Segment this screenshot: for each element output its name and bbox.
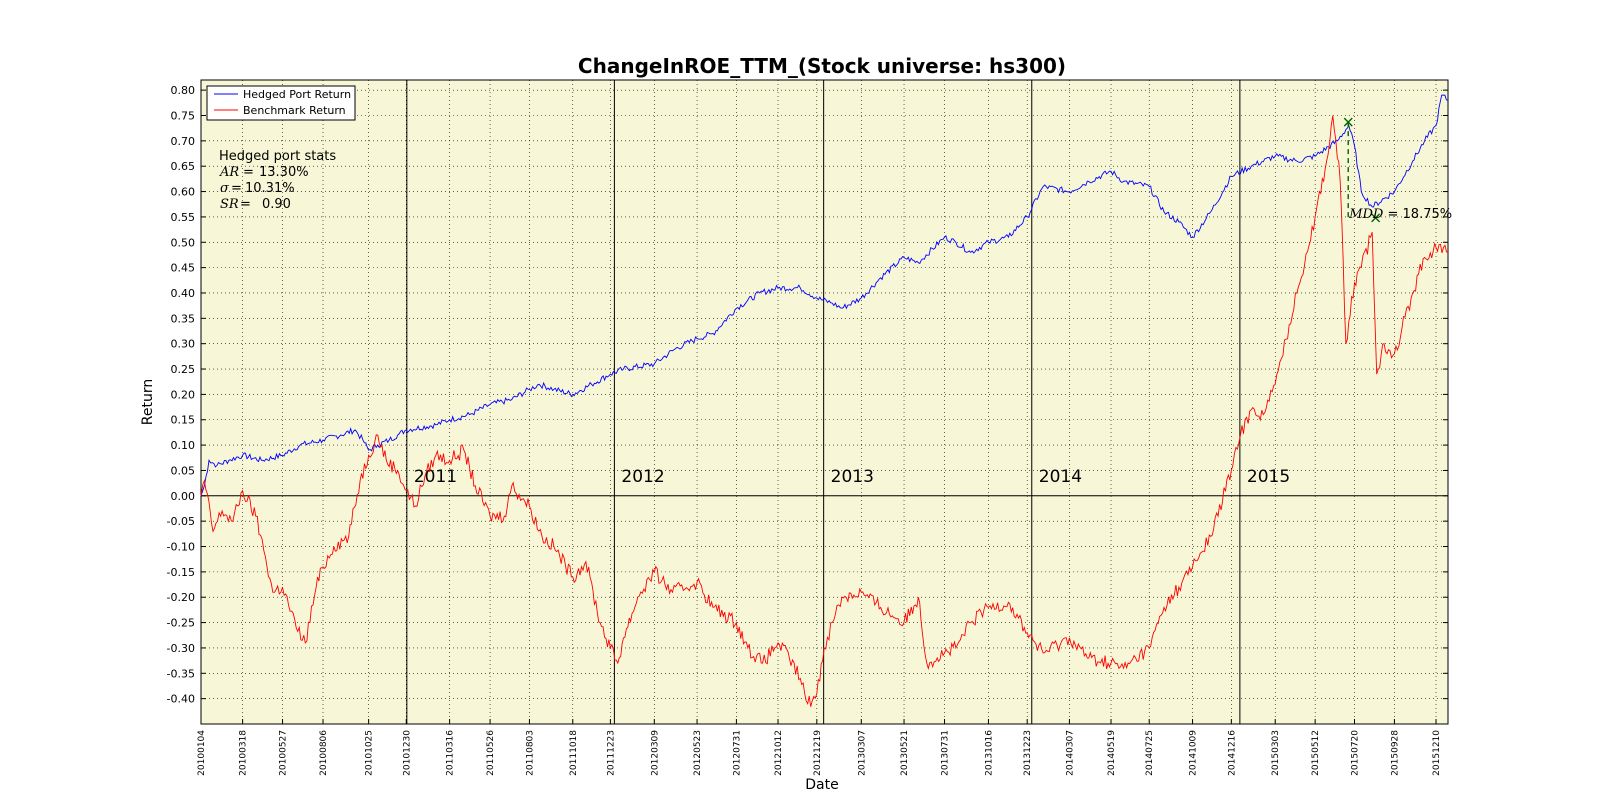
legend-label-hedged: Hedged Port Return <box>243 88 351 101</box>
stats-sigma-eq: = <box>231 181 242 196</box>
x-tick-label: 20100104 <box>197 730 207 776</box>
x-tick-label: 20100806 <box>319 730 329 776</box>
y-tick-label: 0.50 <box>171 236 196 249</box>
y-tick-label: 0.40 <box>171 287 196 300</box>
x-axis-ticks: 20100104 20100318 20100527 20100806 20101025… <box>197 719 1442 776</box>
x-tick-label: 20100318 <box>239 730 249 776</box>
y-tick-label: 0.10 <box>171 439 196 452</box>
series-lines <box>200 94 1449 707</box>
y-tick-label: 0.65 <box>171 160 196 173</box>
y-axis-ticks: 0.80 0.75 0.70 0.65 0.60 0.55 0.50 0.45 0.40 0.35… <box>167 84 1448 706</box>
x-tick-label: 20110526 <box>486 730 496 776</box>
stats-ar-eq: = <box>243 165 254 180</box>
stats-box: Hedged port stats AR = 13.30% σ = 10.31%… <box>219 149 336 212</box>
y-tick-label: 0.00 <box>171 490 196 503</box>
y-axis-label: Return <box>140 379 156 425</box>
x-tick-label: 20130307 <box>857 730 867 776</box>
x-tick-label: 20140725 <box>1145 730 1155 776</box>
mdd-label: MDD = 18.75% <box>1348 207 1452 222</box>
x-tick-label: 20141009 <box>1189 730 1199 776</box>
x-tick-label: 20101025 <box>365 730 375 776</box>
legend-label-benchmark: Benchmark Return <box>243 104 346 117</box>
stats-sigma-label: σ <box>220 181 230 196</box>
x-tick-label: 20121012 <box>774 730 784 776</box>
stats-ar-label: AR <box>219 165 239 180</box>
year-dividers: 2011 2012 2013 2014 2015 <box>406 80 1290 724</box>
x-tick-label: 20111223 <box>606 730 616 776</box>
stats-sr-label: SR <box>220 197 239 212</box>
series-line-benchmark <box>200 115 1449 707</box>
y-tick-label: 0.15 <box>171 414 196 427</box>
x-tick-label: 20120731 <box>732 730 742 776</box>
y-tick-label: 0.45 <box>171 262 196 275</box>
y-tick-label: -0.35 <box>167 667 195 680</box>
y-tick-label: 0.35 <box>171 312 196 325</box>
x-tick-label: 20110316 <box>446 730 456 776</box>
stats-sigma-value: 10.31% <box>245 181 295 196</box>
y-tick-label: 0.55 <box>171 211 196 224</box>
stats-sr-eq: = <box>240 197 251 212</box>
x-tick-label: 20150512 <box>1311 730 1321 776</box>
grid-lines <box>200 80 1448 724</box>
y-tick-label: -0.30 <box>167 642 195 655</box>
y-tick-label: -0.05 <box>167 515 195 528</box>
year-label: 2012 <box>621 467 664 487</box>
y-tick-label: 0.80 <box>171 84 196 97</box>
y-tick-label: 0.75 <box>171 109 196 122</box>
year-label: 2013 <box>831 467 874 487</box>
y-tick-label: -0.25 <box>167 617 195 630</box>
year-label: 2011 <box>414 467 457 487</box>
mdd-trough-marker <box>1371 213 1381 223</box>
x-axis-label: Date <box>805 777 838 793</box>
plot-area <box>200 79 1449 725</box>
max-drawdown-annotation: MDD = 18.75% <box>1343 117 1452 223</box>
x-tick-label: 20130731 <box>941 730 951 776</box>
x-tick-label: 20151210 <box>1432 730 1442 776</box>
legend-box <box>206 85 356 121</box>
x-tick-label: 20111018 <box>569 730 579 776</box>
x-tick-label: 20141216 <box>1227 730 1237 776</box>
x-tick-label: 20110803 <box>525 730 535 776</box>
y-tick-label: 0.25 <box>171 363 196 376</box>
x-tick-label: 20131016 <box>984 730 994 776</box>
y-tick-label: 0.05 <box>171 464 196 477</box>
y-tick-label: 0.30 <box>171 338 196 351</box>
stats-title: Hedged port stats <box>219 149 336 164</box>
y-tick-label: -0.15 <box>167 566 195 579</box>
stats-sr-value: 0.90 <box>262 197 291 212</box>
x-tick-label: 20120523 <box>693 730 703 776</box>
y-tick-label: 0.60 <box>171 186 196 199</box>
x-tick-label: 20121219 <box>813 730 823 776</box>
year-label: 2014 <box>1039 467 1082 487</box>
x-tick-label: 20140519 <box>1107 730 1117 776</box>
x-tick-label: 20140307 <box>1065 730 1075 776</box>
y-tick-label: -0.20 <box>167 591 195 604</box>
x-tick-label: 20150928 <box>1390 730 1400 776</box>
chart-title: ChangeInROE_TTM_(Stock universe: hs300) <box>578 54 1066 78</box>
x-tick-label: 20100527 <box>279 730 289 776</box>
y-tick-label: -0.10 <box>167 541 195 554</box>
y-tick-label: 0.20 <box>171 388 196 401</box>
x-tick-label: 20101230 <box>402 730 412 776</box>
x-tick-label: 20150303 <box>1271 730 1281 776</box>
series-line-hedged <box>200 94 1449 496</box>
year-label: 2015 <box>1247 467 1290 487</box>
x-tick-label: 20131223 <box>1023 730 1033 776</box>
x-tick-label: 20120309 <box>650 730 660 776</box>
x-tick-label: 20130521 <box>900 730 910 776</box>
y-tick-label: 0.70 <box>171 135 196 148</box>
legend: Hedged Port Return Benchmark Return <box>206 85 356 121</box>
stats-ar-value: 13.30% <box>259 165 309 180</box>
mdd-peak-marker <box>1343 117 1353 127</box>
y-tick-label: -0.40 <box>167 693 195 706</box>
x-tick-label: 20150720 <box>1350 730 1360 776</box>
